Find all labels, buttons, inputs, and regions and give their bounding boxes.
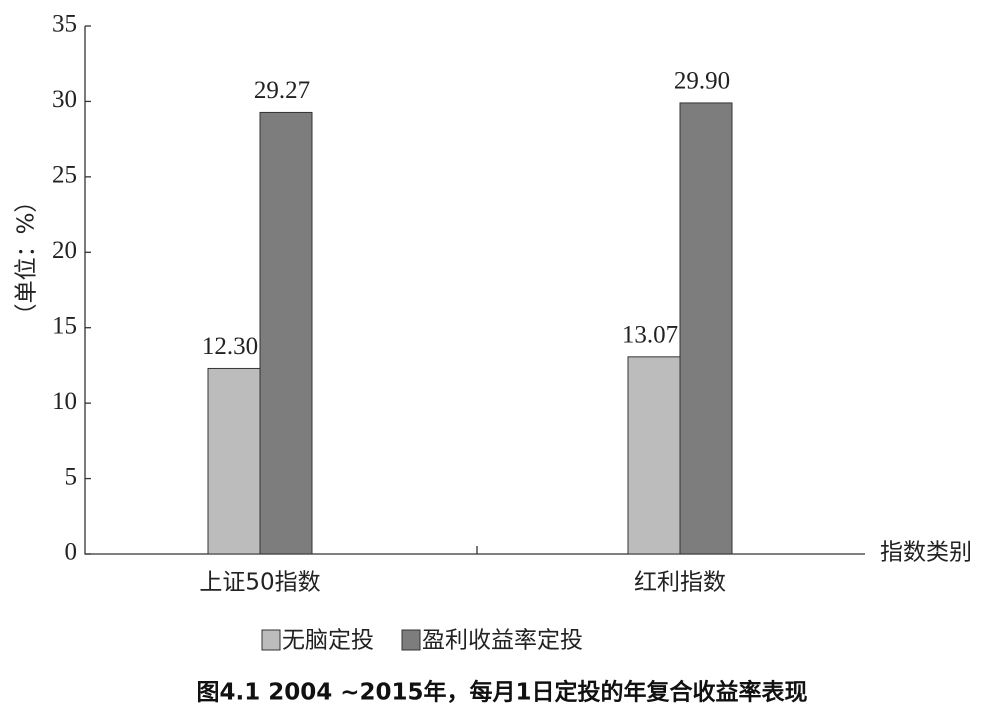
y-tick-label: 0 [65, 539, 78, 566]
bar [207, 367, 261, 555]
y-tick-label: 25 [52, 162, 77, 189]
x-tick-label: 红利指数 [634, 570, 726, 596]
y-tick-label: 30 [52, 86, 77, 113]
value-label: 29.27 [254, 77, 310, 104]
legend-label: 盈利收益率定投 [422, 628, 583, 654]
legend-swatch [401, 629, 421, 651]
y-tick-label: 5 [65, 463, 78, 490]
value-label: 12.30 [202, 333, 258, 360]
x-axis-label: 指数类别 [880, 540, 972, 566]
y-tick-label: 20 [52, 237, 77, 264]
legend-swatch [261, 629, 281, 651]
x-tick-label: 上证50指数 [199, 570, 320, 596]
axes [84, 26, 865, 555]
bar [259, 111, 313, 555]
caption: 图4.1 2004 ~2015年，每月1日定投的年复合收益率表现 [196, 679, 807, 706]
value-label: 13.07 [622, 322, 678, 349]
y-axis-label: （单位：%） [14, 190, 40, 327]
y-tick-label: 15 [52, 312, 77, 339]
bar [627, 356, 681, 555]
y-tick-label: 10 [52, 388, 77, 415]
bar [679, 102, 733, 555]
legend-label: 无脑定投 [282, 628, 374, 654]
value-label: 29.90 [674, 68, 730, 95]
y-tick-label: 35 [52, 11, 77, 38]
